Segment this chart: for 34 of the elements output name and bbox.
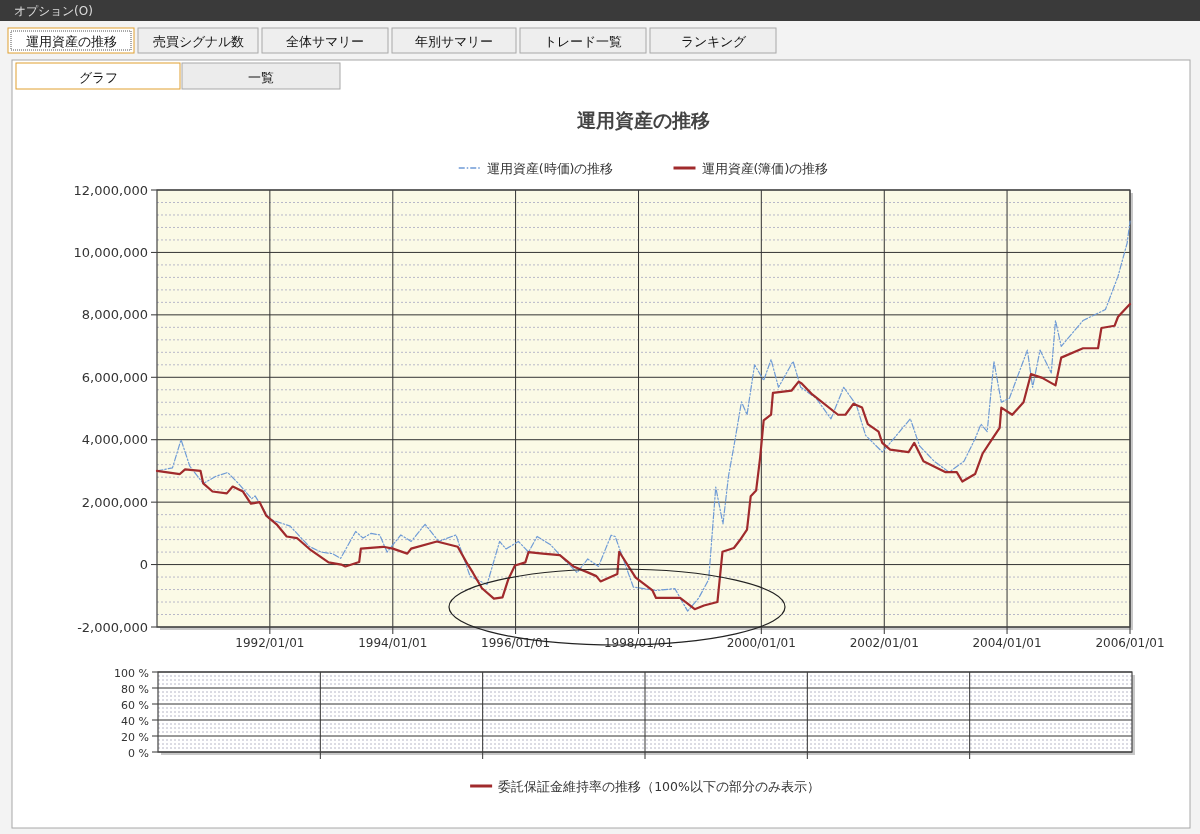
x-tick-label: 2004/01/01 bbox=[972, 636, 1042, 650]
text: グラフ bbox=[78, 70, 118, 85]
picture-menu-bar: オプション(O) bbox=[0, 0, 1200, 21]
y-tick-label: 100 % bbox=[114, 666, 149, 680]
y-tick-label: -2,000,000 bbox=[77, 619, 148, 635]
y-tick-label: 10,000,000 bbox=[73, 244, 148, 260]
y-tick-label: 8,000,000 bbox=[81, 307, 148, 323]
x-tick-label: 1992/01/01 bbox=[235, 636, 305, 650]
legend-label: 運用資産(簿価)の推移 bbox=[701, 160, 829, 176]
x-tick-label: 2000/01/01 bbox=[726, 636, 796, 650]
legend-label: 運用資産(時価)の推移 bbox=[486, 160, 614, 176]
y-tick-label: 40 % bbox=[121, 714, 149, 728]
x-tick-label: 2006/01/01 bbox=[1095, 636, 1165, 650]
chart-title: 運用資産の推移 bbox=[576, 109, 710, 131]
y-tick-label: 20 % bbox=[121, 730, 149, 744]
y-tick-label: 4,000,000 bbox=[81, 432, 148, 448]
text: 年別サマリー bbox=[415, 34, 493, 49]
text: 一覧 bbox=[248, 70, 274, 85]
y-tick-label: 0 bbox=[139, 557, 148, 573]
x-tick-label: 1994/01/01 bbox=[358, 636, 428, 650]
text: トレード一覧 bbox=[544, 34, 622, 49]
y-tick-label: 60 % bbox=[121, 698, 149, 712]
text: ランキング bbox=[680, 34, 747, 49]
y-tick-label: 80 % bbox=[121, 682, 149, 696]
text: 運用資産の推移 bbox=[25, 34, 117, 49]
y-tick-label: 2,000,000 bbox=[81, 494, 148, 510]
x-tick-label: 1996/01/01 bbox=[481, 636, 551, 650]
y-tick-label: 12,000,000 bbox=[73, 182, 148, 198]
legend-label: 委託保証金維持率の推移（100%以下の部分のみ表示） bbox=[498, 778, 820, 794]
text: 全体サマリー bbox=[286, 34, 364, 49]
x-tick-label: 2002/01/01 bbox=[849, 636, 919, 650]
y-tick-label: 0 % bbox=[128, 746, 149, 760]
y-tick-label: 6,000,000 bbox=[81, 369, 148, 385]
text: 売買シグナル数 bbox=[152, 34, 244, 49]
